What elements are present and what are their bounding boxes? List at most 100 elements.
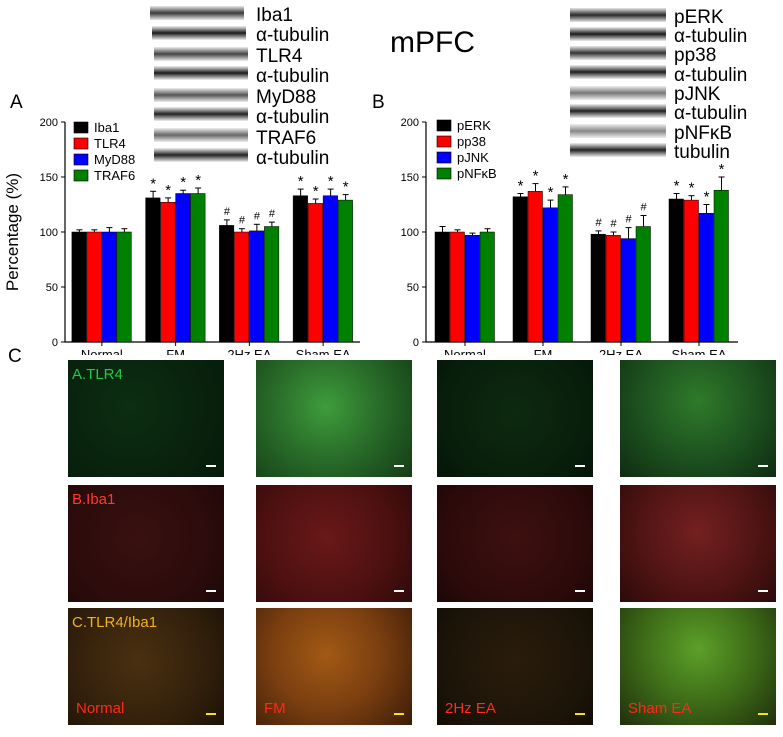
y-tick-label: 50	[407, 282, 419, 294]
legend-swatch	[73, 153, 89, 166]
condition-label-2hz-ea: 2Hz EA	[445, 700, 496, 717]
legend-swatch	[73, 137, 89, 150]
blot-panel-left: Iba1 α-tubulin TLR4 α-tubulin MyD88 α-tu…	[148, 2, 368, 168]
bar	[590, 233, 606, 343]
micrograph-merge-normal: C.TLR4/Iba1 Normal	[68, 608, 224, 725]
category-label: Normal	[444, 347, 486, 355]
blot-label-myd88: MyD88	[256, 87, 317, 108]
bar	[264, 226, 280, 343]
significance-marker: *	[719, 161, 725, 178]
bar	[668, 198, 684, 343]
significance-marker: *	[195, 172, 201, 189]
bar	[71, 231, 87, 343]
category-label: 2Hz EA	[599, 347, 643, 355]
bar	[635, 226, 651, 343]
bar	[527, 191, 543, 343]
micrograph-iba1-fm	[256, 485, 412, 602]
significance-marker: *	[548, 184, 554, 201]
significance-marker: *	[343, 179, 349, 196]
micrograph-tlr4-normal: A.TLR4	[68, 360, 224, 477]
category-label: 2Hz EA	[227, 347, 271, 355]
micrograph-merge-fm: FM	[256, 608, 412, 725]
scale-bar	[575, 590, 585, 592]
significance-marker: *	[563, 171, 569, 188]
significance-marker: #	[224, 206, 231, 218]
bar	[116, 231, 132, 343]
panel-letter-b: B	[372, 92, 385, 113]
bar	[605, 235, 621, 343]
micrograph-grid: A.TLR4 B.Iba1 C.TLR4/Iba1 Normal FM 2Hz …	[0, 360, 783, 737]
bar	[683, 199, 699, 343]
blot-label-pnfkb: pNFκB	[674, 123, 733, 144]
panel-letter-c: C	[8, 346, 22, 367]
legend-label: pERK	[457, 118, 491, 133]
legend-label: pJNK	[457, 150, 489, 165]
bar	[512, 196, 528, 343]
bar	[449, 231, 465, 343]
bar	[322, 195, 338, 343]
blot-label-tubulin: α-tubulin	[256, 66, 330, 87]
bar	[479, 231, 495, 343]
blot-image-left	[150, 2, 250, 167]
bar-chart-a: 0 50 100 150 200 Percentage (%) Normal FM * * * * 2H…	[3, 117, 360, 355]
y-tick-label: 100	[40, 227, 58, 239]
legend-swatch	[73, 121, 89, 134]
bar	[160, 202, 176, 343]
bar	[542, 207, 558, 343]
scale-bar	[758, 713, 768, 715]
significance-marker: *	[328, 173, 334, 190]
y-tick-label: 200	[40, 117, 58, 129]
blot-label-tubulin: tubulin	[674, 142, 730, 163]
legend-label: pp38	[457, 134, 486, 149]
bar	[464, 235, 480, 343]
y-axis-label: Percentage (%)	[3, 173, 22, 291]
scale-bar	[394, 465, 404, 467]
bar	[145, 197, 161, 343]
micrograph-tlr4-2hz-ea	[437, 360, 593, 477]
significance-marker: *	[298, 173, 304, 190]
category-label: Normal	[81, 347, 123, 355]
blot-label-traf6: TRAF6	[256, 128, 317, 149]
row-label-merge: C.TLR4/Iba1	[72, 614, 158, 631]
legend-swatch	[436, 119, 452, 132]
blot-label-perk: pERK	[674, 7, 724, 28]
bar	[292, 195, 308, 343]
y-tick-label: 100	[401, 227, 419, 239]
y-tick-label: 200	[401, 117, 419, 129]
condition-label-normal: Normal	[76, 700, 125, 717]
blot-image-right	[570, 2, 670, 162]
scale-bar	[394, 590, 404, 592]
bar	[620, 238, 636, 343]
scale-bar	[206, 590, 216, 592]
y-tick-label: 150	[401, 172, 419, 184]
legend-swatch	[73, 169, 89, 182]
row-label-tlr4: A.TLR4	[72, 366, 123, 383]
scale-bar	[758, 590, 768, 592]
bar	[219, 225, 235, 343]
blot-label-tubulin: α-tubulin	[674, 26, 748, 47]
significance-marker: #	[254, 210, 261, 222]
significance-marker: #	[625, 214, 632, 226]
legend-label: pNFκB	[457, 166, 497, 181]
micrograph-iba1-sham-ea	[620, 485, 776, 602]
y-tick-label: 0	[413, 337, 419, 349]
category-label: FM	[166, 347, 185, 355]
scale-bar	[394, 713, 404, 715]
legend-label: TRAF6	[94, 168, 135, 183]
bar	[190, 193, 206, 343]
bar	[175, 193, 191, 343]
significance-marker: *	[180, 174, 186, 191]
significance-marker: *	[518, 178, 524, 195]
significance-marker: *	[689, 180, 695, 197]
scale-bar	[575, 465, 585, 467]
significance-marker: *	[165, 182, 171, 199]
significance-marker: #	[595, 217, 602, 229]
significance-marker: #	[640, 202, 647, 214]
bar	[713, 189, 729, 343]
legend-swatch	[436, 151, 452, 164]
significance-marker: *	[674, 178, 680, 195]
significance-marker: #	[269, 208, 276, 220]
blot-label-tubulin: α-tubulin	[674, 65, 748, 86]
significance-marker: #	[239, 215, 246, 227]
micrograph-tlr4-fm	[256, 360, 412, 477]
